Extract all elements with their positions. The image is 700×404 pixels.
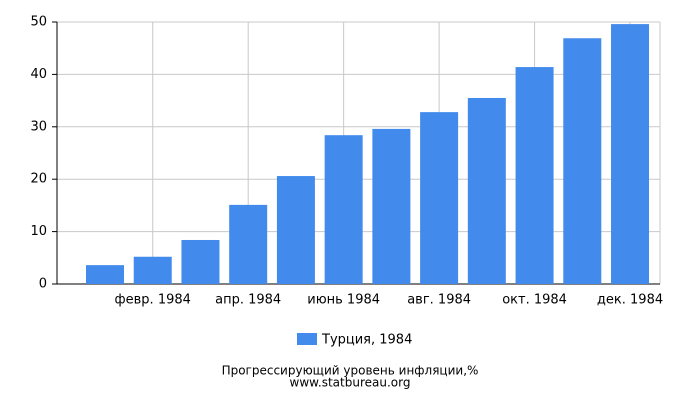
- x-tick-label: июнь 1984: [307, 293, 380, 308]
- x-tick-label: дек. 1984: [597, 293, 663, 308]
- bar: [611, 24, 650, 284]
- x-tick-label: апр. 1984: [215, 293, 281, 308]
- legend-label: Турция, 1984: [321, 333, 412, 348]
- bar: [86, 265, 124, 284]
- legend-swatch: [297, 333, 317, 345]
- x-tick-label: авг. 1984: [407, 293, 471, 308]
- bar: [467, 97, 506, 284]
- bar: [515, 67, 554, 285]
- bar: [324, 135, 363, 284]
- y-tick-label: 20: [30, 172, 47, 187]
- y-tick-label: 50: [30, 15, 47, 30]
- x-tick-label: окт. 1984: [502, 293, 567, 308]
- chart-title: Прогрессирующий уровень инфляции,%: [222, 364, 479, 378]
- bar: [133, 256, 172, 284]
- bar: [181, 239, 220, 284]
- y-tick-label: 40: [30, 67, 47, 82]
- y-tick-label: 10: [30, 224, 47, 239]
- chart-subtitle: www.statbureau.org: [290, 376, 411, 390]
- y-tick-label: 30: [30, 119, 47, 134]
- bar: [276, 176, 315, 284]
- x-tick-label: февр. 1984: [115, 293, 191, 308]
- y-tick-label: 0: [39, 277, 47, 292]
- bar: [420, 112, 459, 285]
- bar: [372, 128, 411, 284]
- bar: [229, 204, 268, 284]
- bar: [563, 38, 602, 284]
